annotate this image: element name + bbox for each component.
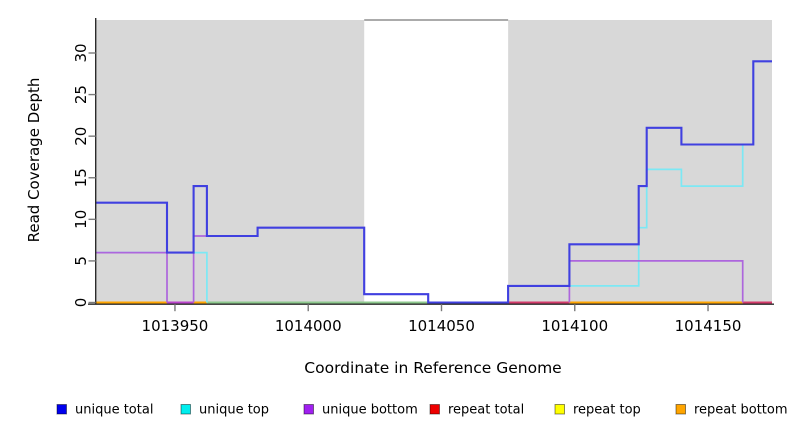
y-axis-title: Read Coverage Depth	[25, 78, 43, 243]
x-tick-label: 1014100	[541, 317, 608, 335]
legend-label: repeat top	[573, 403, 641, 418]
y-tick-label: 25	[72, 85, 90, 104]
x-tick-label: 1014050	[408, 317, 475, 335]
series-line-unique-total	[95, 60, 772, 304]
legend-swatch	[554, 404, 565, 415]
legend-swatch	[429, 404, 440, 415]
legend-item: repeat bottom	[675, 403, 788, 418]
legend-label: unique bottom	[322, 403, 418, 418]
shaded-region	[95, 20, 365, 303]
legend-swatch	[56, 404, 67, 415]
legend-label: repeat total	[448, 403, 524, 418]
legend-label: repeat bottom	[694, 403, 788, 418]
x-axis-title: Coordinate in Reference Genome	[304, 359, 561, 377]
legend-item: unique top	[180, 403, 269, 418]
tick-labels-layer: 1013950 1014000 1014050 1014100 1014150 0 5 10 1…	[72, 43, 741, 335]
y-tick-label: 10	[72, 210, 90, 229]
y-tick-label: 0	[72, 298, 90, 308]
series-lines-layer	[95, 60, 772, 304]
legend-label: unique total	[75, 403, 153, 418]
legend-item: repeat top	[554, 403, 641, 418]
x-tick-label: 1014000	[275, 317, 342, 335]
x-tick-label: 1013950	[142, 317, 209, 335]
x-tick-label: 1014150	[675, 317, 742, 335]
y-tick-label: 30	[72, 43, 90, 62]
y-tick-label: 20	[72, 127, 90, 146]
legend-item: unique total	[56, 403, 153, 418]
legend-swatch	[675, 404, 686, 415]
y-tick-label: 15	[72, 168, 90, 187]
background-layer	[95, 19, 772, 303]
legend-item: repeat total	[429, 403, 524, 418]
legend-swatch	[180, 404, 191, 415]
legend-item: unique bottom	[303, 403, 418, 418]
legend: unique total unique top unique bottom repea…	[56, 403, 788, 418]
shaded-region	[508, 20, 772, 303]
legend-swatch	[303, 404, 314, 415]
y-tick-label: 5	[72, 256, 90, 266]
legend-label: unique top	[199, 403, 269, 418]
axes-layer	[88, 18, 774, 312]
